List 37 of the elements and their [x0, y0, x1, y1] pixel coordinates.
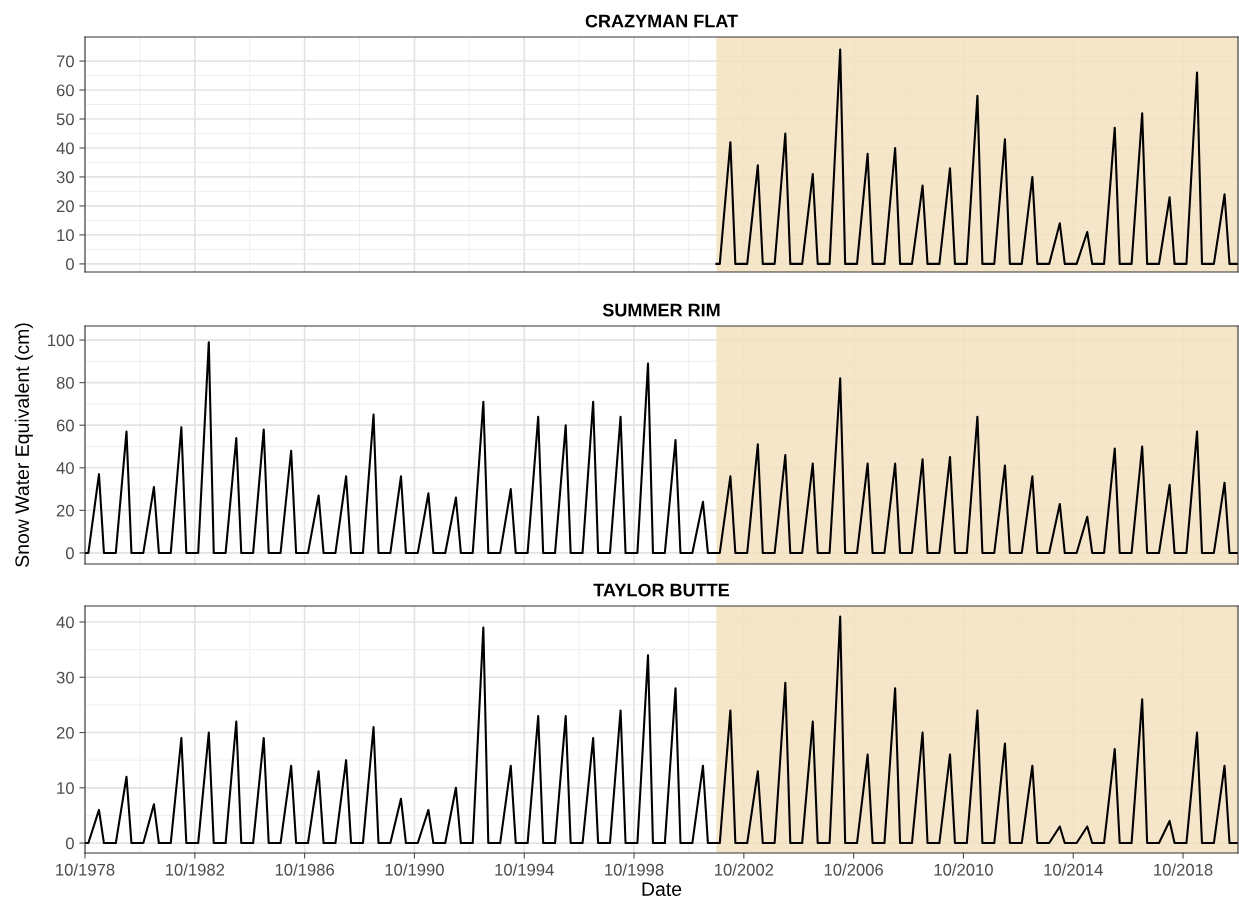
x-tick-label: 10/2018 [1154, 863, 1213, 876]
y-tick-label: 80 [56, 377, 74, 389]
line-series [85, 341, 1238, 554]
x-tick-label: 10/2002 [714, 863, 774, 876]
y-tick-label: 30 [56, 671, 74, 684]
y-tick-label: 20 [56, 200, 74, 213]
y-tick-label: 10 [57, 782, 74, 794]
x-tick-label: 10/2014 [1044, 863, 1103, 876]
y-tick-label: 0 [65, 258, 74, 271]
y-axis-title: Snow Water Equivalent (cm) [14, 323, 33, 567]
chart-title: CRAZYMAN FLAT [585, 14, 738, 28]
chart-title: TAYLOR BUTTE [593, 583, 730, 597]
x-tick-label: 10/1986 [275, 863, 335, 876]
y-tick-label: 30 [56, 171, 74, 184]
x-tick-label: 10/2010 [934, 863, 993, 876]
x-tick-label: 10/1998 [605, 863, 664, 876]
x-tick-label: 10/1982 [165, 863, 225, 876]
y-tick-label: 50 [56, 113, 74, 126]
x-tick-label: 10/1994 [495, 863, 554, 876]
y-tick-label: 60 [56, 84, 74, 97]
y-tick-label: 40 [56, 616, 74, 629]
y-tick-label: 0 [65, 547, 74, 560]
y-tick-label: 70 [56, 55, 74, 68]
x-axis-title: Date [642, 882, 682, 897]
y-tick-label: 40 [56, 142, 74, 155]
y-tick-label: 100 [48, 334, 74, 347]
line-series [85, 615, 1238, 845]
y-tick-label: 60 [56, 419, 74, 432]
x-tick-label: 10/1990 [385, 863, 444, 876]
y-tick-label: 40 [56, 462, 74, 474]
y-tick-label: 10 [57, 229, 74, 242]
y-tick-label: 0 [65, 837, 74, 850]
y-tick-label: 20 [56, 504, 74, 517]
x-tick-label: 10/2006 [824, 863, 884, 876]
x-tick-label: 10/1978 [56, 863, 115, 876]
y-tick-label: 20 [56, 726, 74, 739]
chart-title: SUMMER RIM [602, 303, 720, 317]
